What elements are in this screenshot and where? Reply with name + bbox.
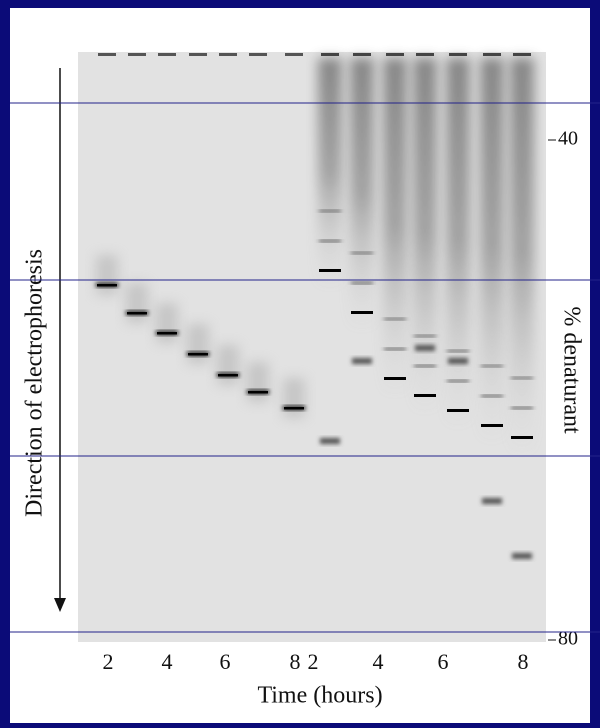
- band: [319, 210, 341, 212]
- lane-smear: [318, 58, 342, 288]
- well: [416, 53, 434, 56]
- y-tick-label: 80: [558, 628, 578, 650]
- band: [447, 350, 469, 352]
- lane-smear: [283, 378, 305, 418]
- band-sharp: [127, 312, 147, 315]
- well: [249, 53, 267, 56]
- lane-smear: [187, 324, 209, 364]
- well: [158, 53, 176, 56]
- well: [285, 53, 303, 56]
- band: [511, 377, 533, 379]
- overlay-lines: [10, 102, 600, 633]
- well: [219, 53, 237, 56]
- band: [481, 395, 503, 397]
- lane-smear: [96, 255, 118, 295]
- well: [353, 53, 371, 56]
- arrow-label: Direction of electrophoresis: [22, 249, 48, 517]
- lane-smear: [480, 58, 504, 443]
- band-sharp: [218, 374, 238, 377]
- well: [321, 53, 339, 56]
- band: [448, 358, 468, 364]
- well: [98, 53, 116, 56]
- lane-smear: [383, 58, 407, 396]
- x-label: 8: [290, 649, 301, 674]
- band: [481, 365, 503, 367]
- lane-smear: [156, 303, 178, 343]
- band: [415, 345, 435, 351]
- y-tick-label: 40: [558, 128, 578, 150]
- band-sharp: [447, 409, 469, 412]
- band: [384, 318, 406, 320]
- arrow-head: [54, 598, 66, 612]
- band: [384, 348, 406, 350]
- band-sharp: [351, 311, 373, 314]
- lane-smear: [510, 58, 534, 455]
- well: [513, 53, 531, 56]
- band: [482, 498, 502, 504]
- band: [414, 365, 436, 367]
- lane-smear: [413, 58, 437, 413]
- x-label: 4: [162, 649, 173, 674]
- band-sharp: [481, 424, 503, 427]
- band: [351, 252, 373, 254]
- x-axis-label: Time (hours): [257, 683, 382, 709]
- band-sharp: [97, 284, 117, 287]
- gel: [78, 52, 546, 642]
- band: [512, 553, 532, 559]
- y-axis-label: % denaturant: [558, 306, 584, 434]
- well: [483, 53, 501, 56]
- band-sharp: [284, 407, 304, 410]
- x-label: 8: [518, 649, 529, 674]
- x-label: 6: [438, 649, 449, 674]
- band-sharp: [188, 353, 208, 356]
- lane-smear: [446, 58, 470, 428]
- x-label: 2: [103, 649, 114, 674]
- band-sharp: [511, 436, 533, 439]
- well: [189, 53, 207, 56]
- band-sharp: [319, 269, 341, 272]
- band-sharp: [414, 394, 436, 397]
- lane-smear: [126, 283, 148, 323]
- band: [414, 335, 436, 337]
- band: [351, 282, 373, 284]
- band-sharp: [384, 377, 406, 380]
- band: [319, 240, 341, 242]
- band: [511, 407, 533, 409]
- band: [320, 438, 340, 444]
- well: [386, 53, 404, 56]
- well: [128, 53, 146, 56]
- band: [447, 380, 469, 382]
- lane-smear: [350, 58, 374, 330]
- band-sharp: [248, 391, 268, 394]
- band-sharp: [157, 332, 177, 335]
- band: [352, 358, 372, 364]
- x-label: 6: [220, 649, 231, 674]
- well: [449, 53, 467, 56]
- x-label: 4: [373, 649, 384, 674]
- lane-smear: [247, 362, 269, 402]
- lane-smear: [217, 345, 239, 385]
- lanes: [96, 53, 534, 559]
- x-label: 2: [308, 649, 319, 674]
